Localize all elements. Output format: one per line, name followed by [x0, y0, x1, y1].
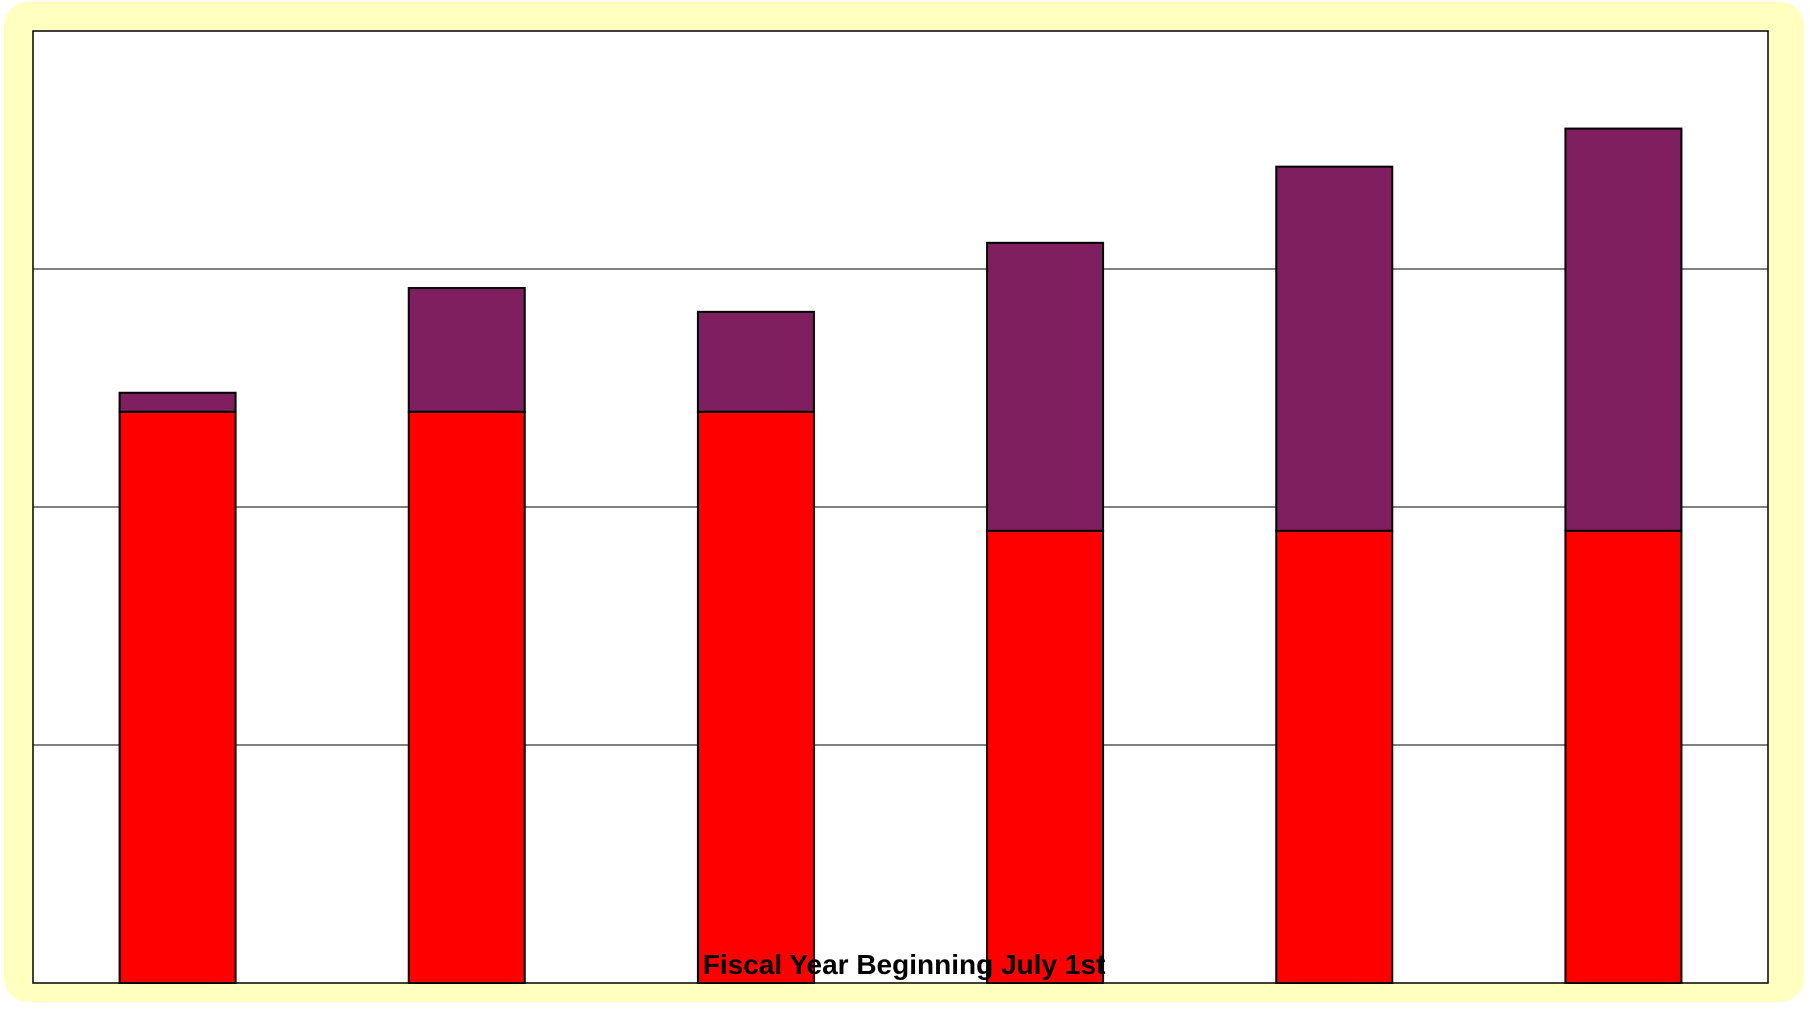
bar-segment [118, 391, 237, 413]
bar-segment [407, 287, 526, 413]
chart-frame: Fiscal Year Beginning July 1st [4, 2, 1804, 1002]
gridlines [33, 30, 1768, 746]
bar-segment [696, 410, 815, 984]
bar-segment [1564, 127, 1683, 532]
bar-segment [986, 241, 1105, 532]
bar-segment [1275, 529, 1394, 984]
bars [118, 127, 1683, 984]
x-axis-label: Fiscal Year Beginning July 1st [703, 949, 1106, 980]
bar-segment [1275, 165, 1394, 532]
bar-segment [986, 529, 1105, 984]
bar-segment [407, 410, 526, 984]
bar-chart: Fiscal Year Beginning July 1st [32, 30, 1769, 984]
bar-segment [1564, 529, 1683, 984]
bar-segment [118, 410, 237, 984]
bar-segment [696, 310, 815, 413]
